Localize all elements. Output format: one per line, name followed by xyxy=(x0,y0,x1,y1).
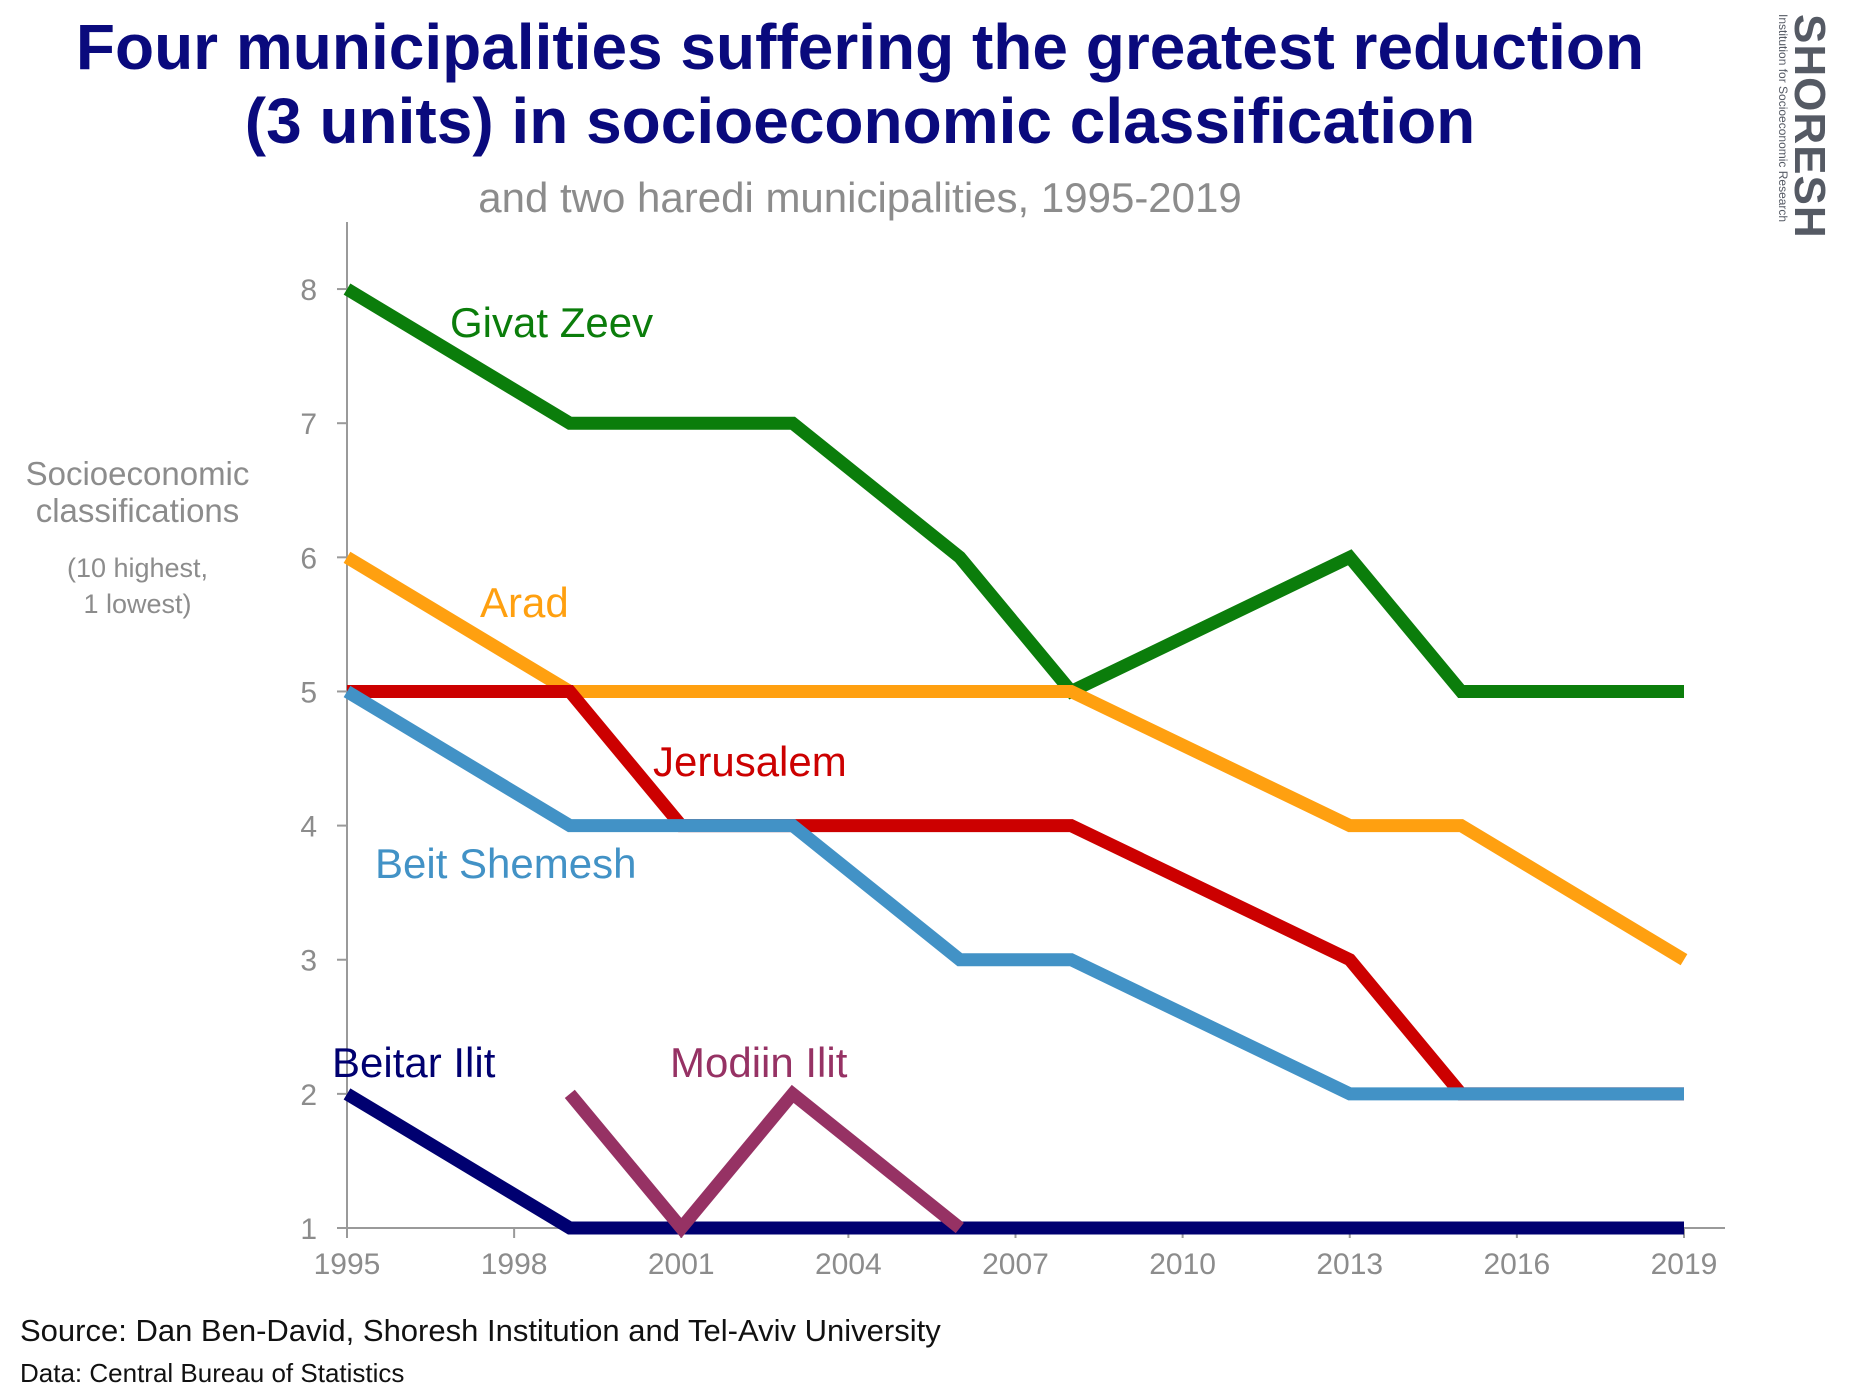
series-line-arad xyxy=(343,551,1688,966)
line-chart: 1 2 3 4 5 6 7 8 1995 1998 2001 2004 2007 2010 2013 2016… xyxy=(300,222,1725,1281)
y-axis-note-line-2: 1 lowest) xyxy=(83,589,192,619)
y-tick-label: 6 xyxy=(300,542,317,575)
y-tick-label: 7 xyxy=(300,408,317,441)
x-tick-label: 1998 xyxy=(481,1248,548,1281)
y-axis-note: (10 highest, 1 lowest) xyxy=(0,550,275,622)
source-note: Source: Dan Ben-David, Shoresh Instituti… xyxy=(20,1313,941,1348)
series-line-beitar-ilit xyxy=(343,1088,1684,1235)
title-line-1: Four municipalities suffering the greate… xyxy=(75,11,1645,83)
series-label-beitar-ilit: Beitar Ilit xyxy=(332,1039,496,1086)
x-tick-label: 2010 xyxy=(1149,1248,1216,1281)
series-label-jerusalem: Jerusalem xyxy=(653,738,847,785)
y-axis-label: Socioeconomic classifications xyxy=(0,455,275,529)
series-line-jerusalem xyxy=(347,685,1684,1101)
chart-subtitle: and two haredi municipalities, 1995-2019 xyxy=(478,174,1242,221)
data-note: Data: Central Bureau of Statistics xyxy=(20,1358,405,1388)
series-label-modiin-ilit: Modiin Ilit xyxy=(670,1039,848,1086)
title-line-2: (3 units) in socioeconomic classificatio… xyxy=(244,85,1476,157)
y-tick-label: 5 xyxy=(300,676,317,709)
y-tick-label: 4 xyxy=(300,811,317,844)
series-line-beit-shemesh xyxy=(343,685,1684,1101)
series-label-arad: Arad xyxy=(480,579,569,626)
y-tick-label: 3 xyxy=(300,945,317,978)
series-label-givat-zeev: Givat Zeev xyxy=(450,299,653,346)
x-tick-label: 2007 xyxy=(982,1248,1049,1281)
y-axis-label-line-2: classifications xyxy=(35,492,240,529)
chart-title: Four municipalities suffering the greate… xyxy=(0,10,1720,158)
x-tick-label: 2001 xyxy=(648,1248,715,1281)
x-tick-label: 2004 xyxy=(815,1248,882,1281)
y-tick-label: 2 xyxy=(300,1079,317,1112)
x-tick-label: 2019 xyxy=(1651,1248,1718,1281)
series-line-modiin-ilit xyxy=(564,1084,964,1239)
x-tick-label: 1995 xyxy=(314,1248,381,1281)
x-tick-label: 2013 xyxy=(1316,1248,1383,1281)
y-tick-label: 8 xyxy=(300,274,317,307)
y-axis-note-line-1: (10 highest, xyxy=(66,553,209,583)
x-tick-label: 2016 xyxy=(1484,1248,1551,1281)
series-line-givat-zeev xyxy=(343,283,1684,700)
y-tick-label: 1 xyxy=(300,1213,317,1246)
series-label-beit-shemesh: Beit Shemesh xyxy=(375,840,636,887)
y-axis-label-line-1: Socioeconomic xyxy=(25,455,250,492)
